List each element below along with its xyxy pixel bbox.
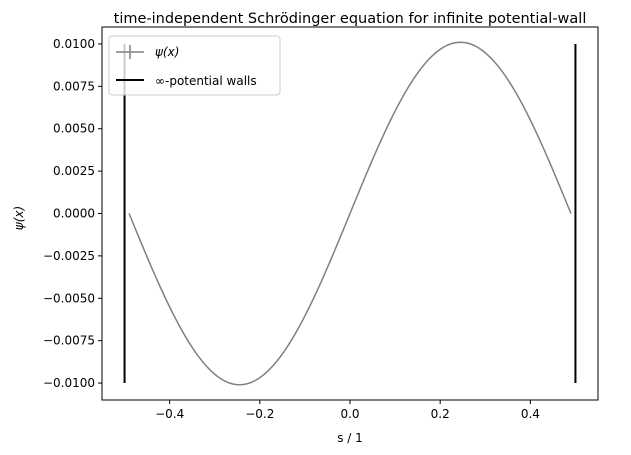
y-tick-label: −0.0025 [43,249,95,263]
y-tick-label: 0.0050 [53,122,95,136]
psi-series-line [128,41,572,386]
legend-label-psi: ψ(x) [155,45,179,59]
x-axis-label: s / 1 [337,431,363,445]
plot-area [123,41,577,386]
y-axis-label: ψ(x) [12,206,26,230]
y-tick-label: 0.0000 [53,207,95,221]
y-tick-label: 0.0075 [53,79,95,93]
y-tick-label: 0.0025 [53,164,95,178]
y-tick-label: −0.0075 [43,334,95,348]
y-axis: −0.0100 −0.0075 −0.0050 −0.0025 0.0000 0.0025… [43,37,102,390]
legend-box [108,35,281,96]
y-tick-label: 0.0100 [53,37,95,51]
legend-label-walls: ∞-potential walls [155,74,257,88]
x-tick-label: −0.2 [245,407,274,421]
x-tick-label: 0.4 [521,407,540,421]
x-tick-label: 0.0 [340,407,359,421]
x-tick-label: −0.4 [155,407,184,421]
y-tick-label: −0.0100 [43,376,95,390]
y-tick-label: −0.0050 [43,291,95,305]
chart-title: time-independent Schrödinger equation fo… [114,11,587,27]
legend: ψ(x) ∞-potential walls [108,35,281,96]
x-tick-label: 0.2 [431,407,450,421]
axes-frame [101,26,599,401]
x-axis: −0.4 −0.2 0.0 0.2 0.4 [155,400,540,421]
